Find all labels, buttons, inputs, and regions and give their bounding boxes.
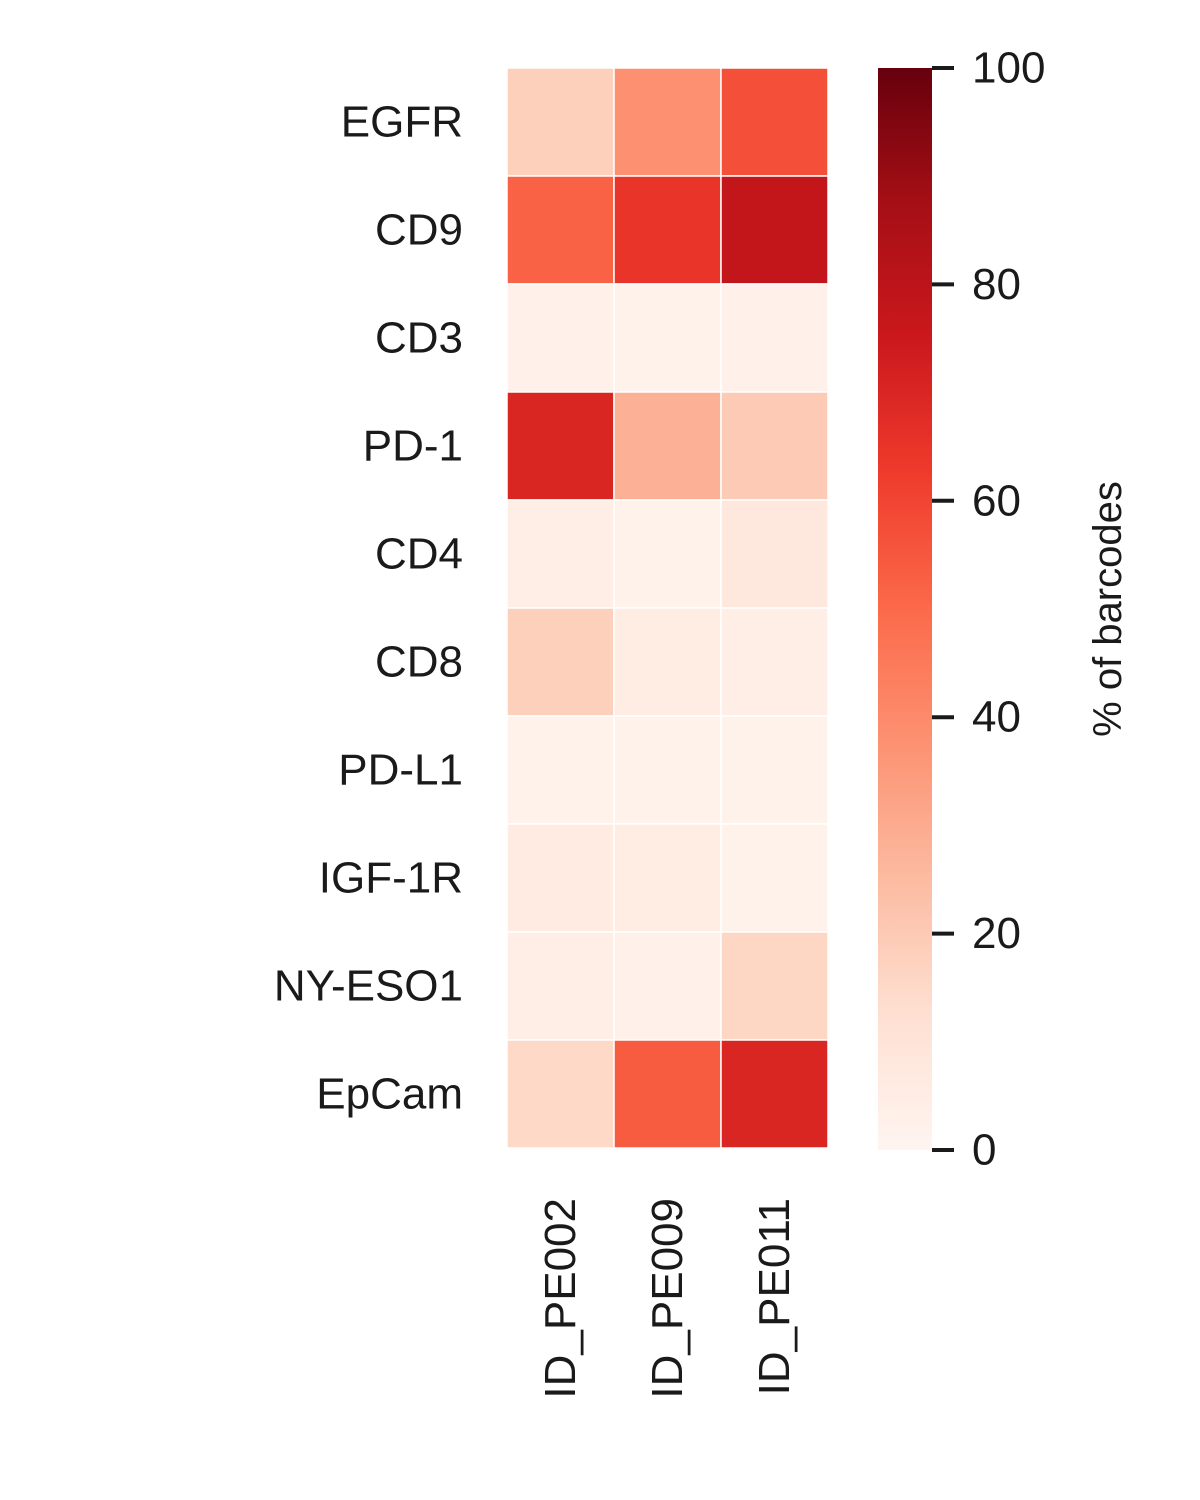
row-label-epcam: EpCam xyxy=(316,1070,463,1119)
row-label-pd-1: PD-1 xyxy=(363,422,463,471)
colorbar-gradient xyxy=(878,68,932,1150)
heatmap-cell-cd4-id-pe011 xyxy=(720,499,829,609)
row-labels: EGFR CD9 CD3 PD-1 CD4 CD8 PD-L1 IGF-1R NY-ESO1 Ep… xyxy=(274,98,463,1119)
heatmap-cell-cd4-id-pe009 xyxy=(613,499,722,609)
colorbar-tick-label-40: 40 xyxy=(972,693,1021,742)
heatmap-cell-ny-eso1-id-pe009 xyxy=(613,931,722,1041)
heatmap-cell-pd-l1-id-pe009 xyxy=(613,715,722,825)
heatmap-cell-epcam-id-pe009 xyxy=(613,1039,722,1149)
colorbar-tick-label-100: 100 xyxy=(972,44,1045,93)
colorbar-label: % of barcodes xyxy=(1086,481,1130,737)
colorbar-tick-label-80: 80 xyxy=(972,260,1021,309)
heatmap-cell-egfr-id-pe009 xyxy=(613,67,722,177)
row-label-egfr: EGFR xyxy=(341,98,463,147)
row-label-ny-eso1: NY-ESO1 xyxy=(274,962,463,1011)
heatmap-cell-pd-1-id-pe011 xyxy=(720,391,829,501)
heatmap-cell-pd-l1-id-pe002 xyxy=(506,715,615,825)
heatmap-cell-pd-l1-id-pe011 xyxy=(720,715,829,825)
row-label-cd8: CD8 xyxy=(375,638,463,687)
heatmap-cell-cd9-id-pe002 xyxy=(506,175,615,285)
heatmap-cell-igf-1r-id-pe002 xyxy=(506,823,615,933)
heatmap-cells xyxy=(506,67,829,1149)
colorbar-tick-label-0: 0 xyxy=(972,1126,996,1175)
heatmap-cell-pd-1-id-pe002 xyxy=(506,391,615,501)
heatmap-cell-epcam-id-pe002 xyxy=(506,1039,615,1149)
heatmap-cell-egfr-id-pe011 xyxy=(720,67,829,177)
heatmap-cell-cd3-id-pe011 xyxy=(720,283,829,393)
heatmap-cell-epcam-id-pe011 xyxy=(720,1039,829,1149)
heatmap-cell-egfr-id-pe002 xyxy=(506,67,615,177)
colorbar-ticks: 0 20 40 60 80 100 xyxy=(932,44,1045,1175)
heatmap-cell-cd8-id-pe011 xyxy=(720,607,829,717)
colorbar: 0 20 40 60 80 100 % of barcodes xyxy=(878,44,1130,1175)
column-label-id-pe002: ID_PE002 xyxy=(536,1198,585,1399)
column-label-id-pe011: ID_PE011 xyxy=(750,1198,799,1395)
heatmap-cell-cd9-id-pe011 xyxy=(720,175,829,285)
heatmap-cell-cd3-id-pe002 xyxy=(506,283,615,393)
row-label-cd9: CD9 xyxy=(375,206,463,255)
row-label-cd3: CD3 xyxy=(375,314,463,363)
heatmap-cell-igf-1r-id-pe009 xyxy=(613,823,722,933)
heatmap-cell-pd-1-id-pe009 xyxy=(613,391,722,501)
heatmap-cell-cd8-id-pe009 xyxy=(613,607,722,717)
row-label-pd-l1: PD-L1 xyxy=(338,746,463,795)
heatmap-cell-cd9-id-pe009 xyxy=(613,175,722,285)
column-labels: ID_PE002 ID_PE009 ID_PE011 xyxy=(536,1198,799,1399)
colorbar-tick-label-20: 20 xyxy=(972,909,1021,958)
heatmap-cell-cd3-id-pe009 xyxy=(613,283,722,393)
heatmap-cell-cd4-id-pe002 xyxy=(506,499,615,609)
heatmap-cell-cd8-id-pe002 xyxy=(506,607,615,717)
colorbar-tick-label-60: 60 xyxy=(972,476,1021,525)
column-label-id-pe009: ID_PE009 xyxy=(643,1198,692,1399)
heatmap-cell-ny-eso1-id-pe002 xyxy=(506,931,615,1041)
heatmap-cell-ny-eso1-id-pe011 xyxy=(720,931,829,1041)
heatmap-cell-igf-1r-id-pe011 xyxy=(720,823,829,933)
row-label-igf-1r: IGF-1R xyxy=(319,854,463,903)
row-label-cd4: CD4 xyxy=(375,530,463,579)
